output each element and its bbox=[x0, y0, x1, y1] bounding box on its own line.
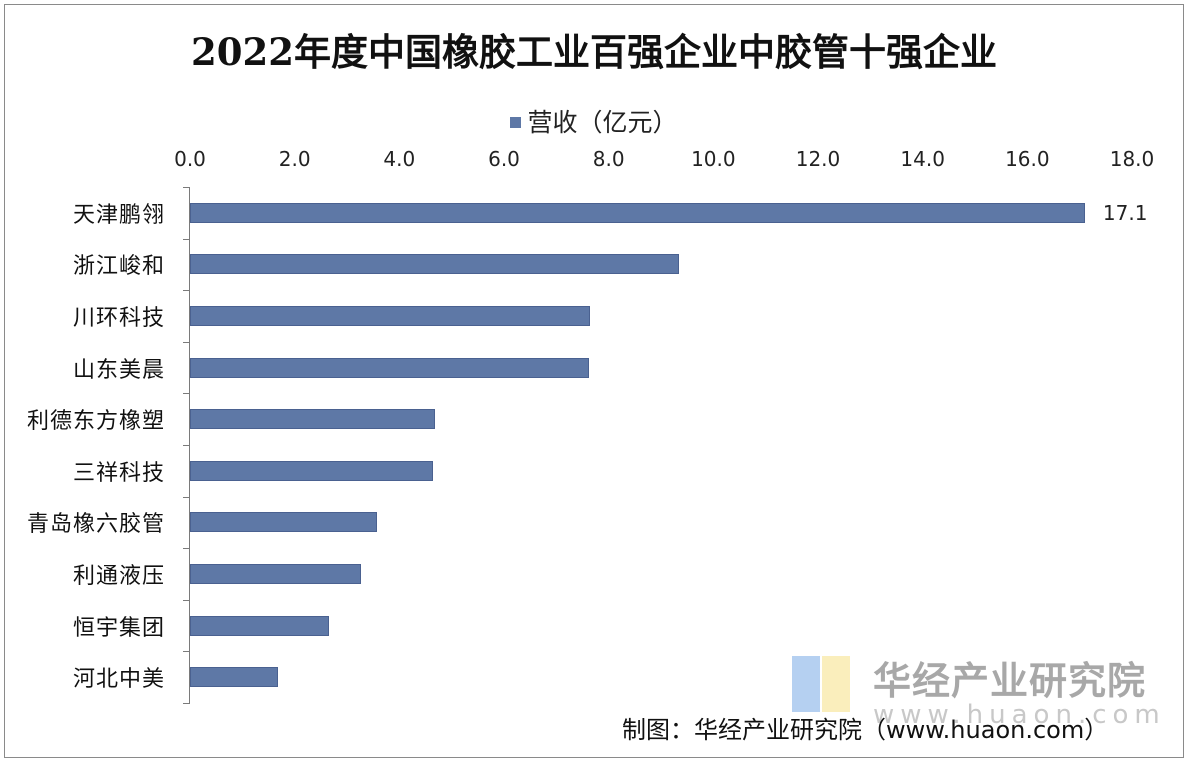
bar bbox=[190, 460, 434, 481]
bar bbox=[190, 615, 330, 636]
category-label: 青岛橡六胶管 bbox=[26, 512, 165, 538]
y-axis-tick bbox=[183, 651, 190, 653]
bar bbox=[190, 667, 278, 688]
category-label: 浙江峻和 bbox=[72, 254, 165, 280]
source-note: 制图：华经产业研究院（www.huaon.com） bbox=[622, 716, 1109, 744]
y-axis-tick bbox=[183, 496, 190, 498]
bar bbox=[190, 564, 362, 584]
category-label: 三祥科技 bbox=[72, 460, 165, 486]
x-tick-label: 16.0 bbox=[1005, 147, 1050, 171]
watermark-logo-icon bbox=[792, 656, 852, 712]
x-tick-label: 10.0 bbox=[691, 147, 736, 171]
legend: 营收（亿元） bbox=[0, 103, 1188, 139]
legend-label: 营收（亿元） bbox=[527, 108, 678, 137]
chart-title: 2022年度中国橡胶工业百强企业中胶管十强企业 bbox=[191, 30, 997, 74]
bar bbox=[190, 254, 680, 275]
y-axis-tick bbox=[183, 548, 190, 550]
category-label: 利通液压 bbox=[72, 564, 165, 589]
y-axis-tick bbox=[183, 187, 190, 188]
category-label: 河北中美 bbox=[72, 667, 165, 693]
category-label: 利德东方橡塑 bbox=[26, 409, 165, 435]
watermark-name: 华经产业研究院 bbox=[873, 659, 1147, 703]
y-axis-tick bbox=[183, 393, 190, 395]
category-label: 恒宇集团 bbox=[72, 615, 165, 641]
watermark-url: www.huaon.com bbox=[873, 700, 1166, 730]
x-tick-label: 6.0 bbox=[488, 147, 520, 171]
y-axis-tick bbox=[183, 341, 190, 343]
x-axis-ticks: 0.0 2.0 4.0 6.0 8.0 10.0 12.0 14.0 16.0 18.0 bbox=[0, 147, 1188, 177]
bar bbox=[190, 306, 591, 326]
category-label: 山东美晨 bbox=[72, 357, 165, 383]
category-label: 天津鹏翎 bbox=[72, 202, 165, 228]
x-tick-label: 8.0 bbox=[592, 147, 625, 171]
bar bbox=[190, 512, 378, 533]
y-axis-tick bbox=[183, 238, 190, 240]
y-axis-tick bbox=[183, 445, 190, 446]
x-tick-label: 18.0 bbox=[1109, 147, 1155, 171]
x-tick-label: 2.0 bbox=[278, 147, 311, 171]
x-tick-label: 12.0 bbox=[795, 147, 841, 171]
data-label: 17.1 bbox=[1102, 200, 1148, 225]
bar bbox=[190, 202, 1085, 223]
y-axis-tick bbox=[183, 290, 190, 292]
x-tick-label: 4.0 bbox=[383, 147, 416, 171]
y-axis-tick bbox=[183, 703, 190, 704]
x-tick-label: 14.0 bbox=[900, 147, 945, 171]
bar bbox=[190, 357, 589, 378]
bar bbox=[190, 409, 436, 430]
y-axis-tick bbox=[183, 599, 190, 601]
category-label: 川环科技 bbox=[72, 306, 165, 331]
legend-swatch bbox=[510, 116, 522, 128]
x-tick-label: 0.0 bbox=[174, 147, 206, 171]
